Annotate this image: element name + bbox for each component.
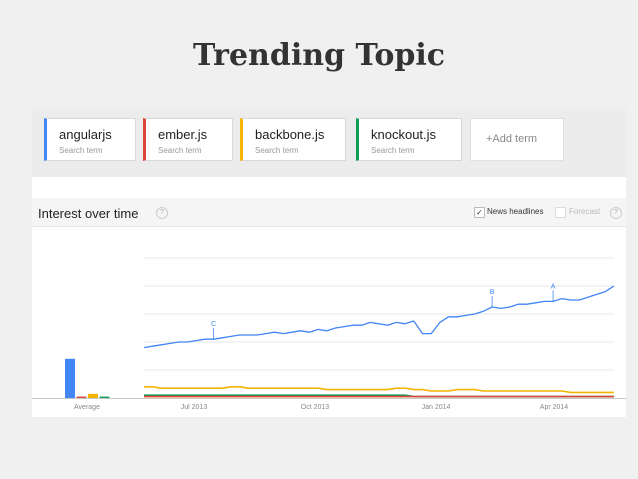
chart-gridlines [32, 257, 626, 399]
term-card-knockoutjs[interactable]: knockout.js Search term [356, 118, 462, 161]
term-subtitle: Search term [59, 146, 103, 155]
add-term-button[interactable]: +Add term [470, 118, 564, 161]
average-bar-emberjs [76, 396, 87, 398]
average-label: Average [74, 404, 100, 411]
term-subtitle: Search term [255, 146, 299, 155]
term-card-emberjs[interactable]: ember.js Search term [143, 118, 233, 161]
term-subtitle: Search term [158, 146, 202, 155]
slide-title: Trending Topic [193, 38, 445, 73]
trends-panel: angularjs Search term ember.js Search te… [32, 108, 626, 417]
chart-series-group [143, 285, 615, 398]
term-card-backbonejs[interactable]: backbone.js Search term [240, 118, 346, 161]
term-name: knockout.js [371, 127, 437, 142]
term-name: backbone.js [255, 127, 325, 142]
interest-chart-svg: Average C B A Jul 2013 Oct 2013 Jan 2014 Apr … [32, 257, 626, 411]
annotation-label-C: C [211, 321, 216, 328]
annotation-label-A: A [551, 283, 556, 290]
x-tick-label: Jan 2014 [422, 404, 451, 411]
annotation-label-B: B [490, 289, 495, 296]
average-bar-knockoutjs [99, 396, 110, 398]
average-bar-angularjs [65, 358, 75, 398]
forecast-label: Forecast [569, 207, 601, 216]
chart-x-axis: Jul 2013 Oct 2013 Jan 2014 Apr 2014 [181, 404, 569, 411]
average-bars-group: Average [65, 358, 110, 411]
interest-chart: Average C B A Jul 2013 Oct 2013 Jan 2014 Apr … [32, 226, 626, 417]
term-name: angularjs [59, 127, 112, 142]
term-subtitle: Search term [371, 146, 415, 155]
average-bar-backbonejs [88, 393, 98, 398]
x-tick-label: Jul 2013 [181, 404, 208, 411]
interest-title: Interest over time [38, 206, 139, 221]
term-card-angularjs[interactable]: angularjs Search term [44, 118, 136, 161]
news-headlines-checkbox[interactable]: ✓ [474, 207, 485, 218]
separator-band [32, 177, 626, 198]
add-term-label: +Add term [486, 133, 538, 145]
news-headlines-label: News headlines [487, 207, 544, 216]
x-tick-label: Apr 2014 [540, 404, 569, 411]
term-name: ember.js [158, 127, 208, 142]
series-line-angularjs [143, 285, 615, 349]
chart-annotations-group: C B A [211, 283, 556, 340]
forecast-checkbox[interactable] [555, 207, 566, 218]
search-terms-bar: angularjs Search term ember.js Search te… [32, 108, 626, 177]
forecast-help-icon[interactable]: ? [610, 207, 622, 219]
interest-header: Interest over time ? ✓ News headlines Fo… [32, 198, 626, 227]
x-tick-label: Oct 2013 [301, 404, 330, 411]
series-line-backbonejs [144, 386, 614, 394]
help-icon[interactable]: ? [156, 207, 168, 219]
